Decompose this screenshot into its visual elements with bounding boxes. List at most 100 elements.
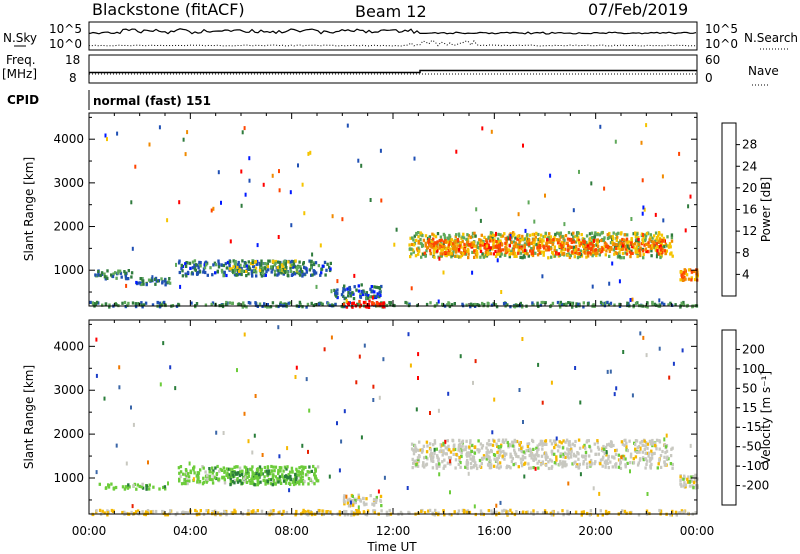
data-cell (389, 301, 393, 305)
data-cell (307, 509, 310, 513)
data-cell (260, 467, 263, 472)
data-cell (307, 482, 310, 486)
data-cell (635, 245, 638, 249)
data-cell (425, 450, 429, 454)
data-cell (683, 474, 686, 478)
data-cell (596, 445, 600, 449)
data-cell (495, 240, 498, 244)
data-cell (599, 250, 602, 254)
data-cell (536, 245, 539, 249)
data-cell (618, 302, 621, 306)
data-cell (247, 260, 250, 264)
data-cell (471, 235, 474, 239)
data-cell (578, 251, 581, 256)
noise-cell (301, 443, 304, 448)
data-cell (503, 508, 506, 512)
data-cell (586, 244, 590, 248)
data-cell (214, 466, 217, 470)
data-cell (670, 236, 674, 240)
data-cell (637, 513, 641, 517)
data-cell (145, 484, 148, 488)
data-cell (141, 279, 144, 284)
data-cell (509, 452, 512, 456)
data-cell (134, 510, 138, 514)
noise-cell (336, 279, 339, 284)
data-cell (417, 235, 420, 239)
data-cell (101, 303, 104, 307)
x-tick-label: 16:00 (477, 524, 512, 538)
x-tick-label: 04:00 (173, 524, 208, 538)
data-cell (653, 302, 657, 306)
noise-cell (277, 325, 280, 330)
data-cell (186, 511, 189, 515)
data-cell (325, 510, 328, 514)
data-cell (641, 249, 645, 253)
data-cell (270, 270, 273, 274)
data-cell (412, 238, 415, 242)
data-cell (663, 460, 666, 464)
data-cell (301, 469, 304, 473)
data-cell (501, 248, 505, 252)
data-cell (231, 473, 234, 477)
data-cell (177, 303, 181, 307)
data-cell (203, 263, 206, 267)
data-cell (546, 238, 549, 242)
data-cell (231, 479, 234, 484)
data-cell (258, 268, 262, 272)
data-cell (249, 481, 252, 485)
data-cell (526, 242, 529, 246)
data-cell (639, 457, 642, 461)
freq-tick-bottom: 8 (69, 71, 77, 85)
data-cell (161, 281, 164, 285)
data-cell (517, 455, 520, 459)
data-cell (508, 255, 511, 259)
data-cell (439, 445, 443, 449)
data-cell (432, 248, 436, 252)
data-cell (605, 249, 608, 253)
data-cell (178, 471, 181, 475)
data-cell (555, 249, 558, 253)
data-cell (433, 441, 437, 445)
data-cell (301, 482, 305, 486)
noise-cell (662, 218, 665, 223)
data-cell (291, 265, 295, 269)
data-cell (299, 267, 303, 271)
data-cell (586, 254, 590, 258)
noise-cell (103, 396, 106, 401)
data-cell (578, 462, 581, 466)
data-cell (212, 469, 215, 473)
colorbar-tick-label: 8 (742, 246, 750, 260)
data-cell (278, 270, 281, 274)
data-cell (239, 263, 242, 267)
data-cell (650, 254, 653, 258)
data-cell (448, 303, 451, 307)
data-cell (446, 236, 449, 240)
data-cell (185, 480, 188, 484)
data-cell (271, 476, 274, 480)
data-cell (622, 454, 626, 458)
data-cell (340, 293, 344, 297)
data-cell (549, 458, 552, 462)
noise-cell (533, 219, 536, 224)
cpid-label: CPID (7, 93, 39, 107)
data-cell (123, 487, 127, 491)
data-cell (267, 469, 271, 473)
data-cell (577, 236, 580, 240)
data-cell (223, 478, 226, 482)
data-cell (576, 256, 580, 260)
data-cell (216, 511, 219, 515)
noise-cell (290, 223, 293, 228)
data-cell (642, 235, 645, 239)
data-cell (231, 471, 234, 475)
data-cell (622, 238, 626, 242)
data-cell (265, 469, 268, 473)
data-cell (499, 450, 502, 454)
data-cell (525, 510, 528, 515)
data-cell (693, 269, 696, 273)
data-cell (477, 439, 480, 443)
data-cell (426, 444, 429, 448)
noise-cell (471, 270, 474, 275)
nsearch-tick-bottom: 10^0 (705, 37, 738, 51)
data-cell (162, 511, 165, 515)
data-cell (241, 305, 244, 309)
